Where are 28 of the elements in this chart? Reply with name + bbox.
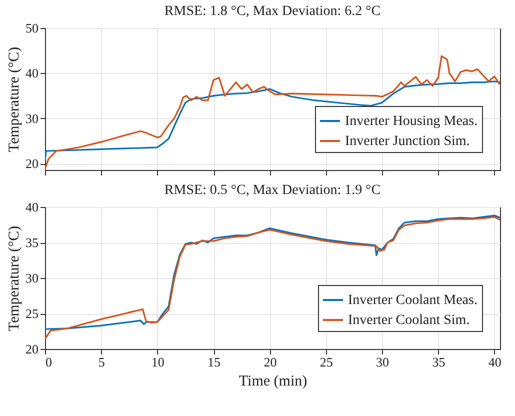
y-tick-label: 20 bbox=[26, 342, 38, 356]
x-tick-label: 20 bbox=[264, 354, 277, 370]
y-axis-title: Temperature (°C) bbox=[6, 46, 22, 152]
legend-label: Inverter Junction Sim. bbox=[345, 134, 470, 149]
y-tick-label: 35 bbox=[26, 235, 38, 250]
x-tick-label: 10 bbox=[151, 354, 164, 370]
y-tick-label: 30 bbox=[26, 110, 38, 126]
y-tick-label: 20 bbox=[26, 156, 38, 172]
x-tick-label: 25 bbox=[320, 354, 333, 370]
x-tick-label: 5 bbox=[98, 354, 105, 370]
x-axis-title: Time (min) bbox=[238, 374, 308, 390]
x-tick-label: 40 bbox=[488, 354, 502, 370]
x-tick-label: 0 bbox=[46, 354, 52, 370]
y-tick-label: 40 bbox=[26, 200, 38, 214]
chart-title: RMSE: 0.5 °C, Max Deviation: 1.9 °C bbox=[164, 183, 381, 198]
x-tick-label: 15 bbox=[208, 354, 221, 370]
x-tick-label: 35 bbox=[432, 354, 446, 370]
legend-label: Inverter Coolant Sim. bbox=[348, 313, 470, 328]
chart-title: RMSE: 1.8 °C, Max Deviation: 6.2 °C bbox=[164, 4, 381, 19]
x-tick-label: 30 bbox=[376, 354, 390, 370]
y-tick-label: 30 bbox=[26, 270, 38, 286]
y-tick-label: 40 bbox=[26, 66, 38, 81]
line-series bbox=[45, 80, 500, 161]
y-tick-label: 50 bbox=[26, 20, 38, 36]
legend-label: Inverter Coolant Meas. bbox=[348, 293, 478, 308]
y-axis-title: Temperature (°C) bbox=[6, 226, 22, 332]
y-tick-label: 25 bbox=[26, 306, 38, 321]
legend-label: Inverter Housing Meas. bbox=[345, 114, 478, 129]
